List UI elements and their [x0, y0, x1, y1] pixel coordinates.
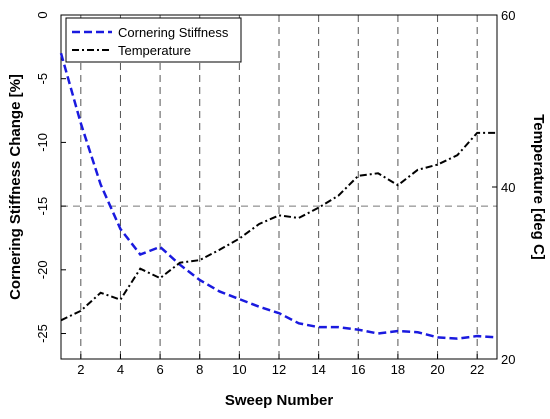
- y-axis-right: 20 40 60: [492, 8, 515, 367]
- x-axis: 2 4 6 8 10 12 14 16 18 20 22: [77, 354, 484, 377]
- x-tick-label: 2: [77, 362, 84, 377]
- y-left-tick-label: -5: [35, 73, 50, 85]
- legend: Cornering Stiffness Temperature: [65, 17, 242, 63]
- x-tick-label: 6: [156, 362, 163, 377]
- y-left-tick-label: -20: [35, 260, 50, 279]
- x-tick-label: 16: [351, 362, 365, 377]
- y-axis-left-title: Cornering Stiffness Change [%]: [7, 74, 24, 300]
- x-tick-label: 8: [196, 362, 203, 377]
- legend-box: [65, 17, 242, 63]
- y-right-tick-label: 60: [501, 8, 515, 23]
- x-tick-label: 12: [272, 362, 286, 377]
- legend-label-temperature: Temperature: [118, 43, 191, 58]
- series-line-temperature: [60, 131, 497, 322]
- series-line-cornering-stiffness: [59, 52, 498, 340]
- y-left-tick-label: 0: [35, 11, 50, 18]
- grid: [61, 15, 497, 359]
- x-tick-label: 10: [232, 362, 246, 377]
- y-right-tick-label: 20: [501, 352, 515, 367]
- x-tick-label: 18: [391, 362, 405, 377]
- x-tick-label: 22: [470, 362, 484, 377]
- legend-label-cornering-stiffness: Cornering Stiffness: [118, 25, 229, 40]
- x-tick-label: 20: [430, 362, 444, 377]
- x-tick-label: 14: [311, 362, 325, 377]
- y-left-tick-label: -15: [35, 197, 50, 216]
- series-lines: [59, 52, 498, 340]
- y-right-tick-label: 40: [501, 180, 515, 195]
- y-axis-right-title: Temperature [deg C]: [530, 114, 547, 260]
- x-tick-label: 4: [117, 362, 124, 377]
- x-axis-title: Sweep Number: [225, 392, 334, 409]
- y-left-tick-label: -10: [35, 133, 50, 152]
- y-left-tick-label: -25: [35, 324, 50, 343]
- y-axis-left: 0 -5 -10 -15 -20 -25: [35, 11, 66, 343]
